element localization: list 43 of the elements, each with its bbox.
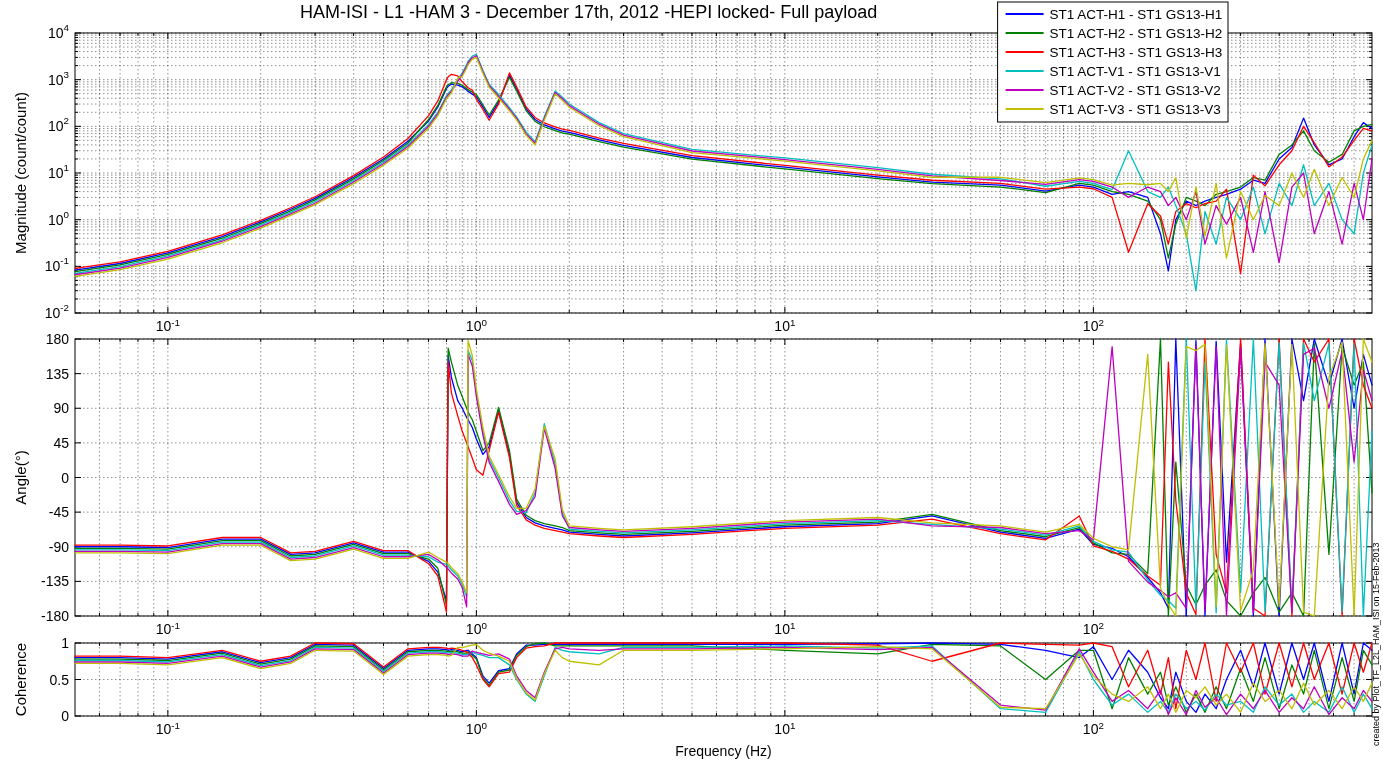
y-tick-label: 45: [53, 434, 70, 451]
y-tick-label: 10$^{1}$: [47, 162, 69, 181]
y-tick-label: 0: [61, 708, 70, 724]
y-tick-label: -45: [48, 504, 70, 521]
y-tick-label: 1: [61, 635, 70, 651]
x-tick-label: 10$^{2}$: [1082, 316, 1104, 334]
y-tick-label: 10$^{2}$: [47, 115, 69, 135]
y-tick-label: -90: [48, 538, 70, 555]
y-tick-label: 135: [45, 365, 70, 382]
x-tick-label: 10$^{-1}$: [155, 316, 181, 334]
x-tick-label: 10$^{1}$: [774, 619, 796, 637]
y-tick-label: 0: [61, 469, 70, 486]
x-tick-label: 10$^{2}$: [1082, 619, 1104, 637]
x-tick-label: 10$^{0}$: [465, 316, 488, 334]
y-tick-label: 10$^{-1}$: [44, 255, 69, 275]
y-tick-label: 0.5: [49, 671, 70, 688]
legend-label: ST1 ACT-H3 - ST1 GS13-H3: [1049, 44, 1223, 60]
y-axis-title: Coherence: [12, 642, 29, 717]
y-tick-label: 90: [53, 400, 70, 417]
x-tick-label: 10$^{0}$: [465, 719, 488, 737]
y-tick-label: 10$^{4}$: [47, 22, 70, 41]
y-tick-label: 10$^{3}$: [47, 68, 70, 88]
x-tick-label: 10$^{2}$: [1082, 719, 1104, 737]
legend-label: ST1 ACT-V1 - ST1 GS13-V1: [1049, 63, 1221, 79]
y-axis-title: Magnitude (count/count): [12, 92, 29, 254]
x-tick-label: 10$^{-1}$: [155, 719, 181, 737]
annotation: created by Plot_TF_L2L_HAM_ISI on 15-Feb-2013: [1371, 542, 1381, 746]
x-axis-title: Frequency (Hz): [675, 743, 772, 759]
chart-title: HAM-ISI - L1 -HAM 3 - December 17th, 2012 -HEPI locked- Full payload: [300, 2, 878, 22]
x-tick-label: 10$^{1}$: [774, 316, 796, 334]
y-tick-label: 10$^{0}$: [47, 208, 70, 228]
legend-label: ST1 ACT-V2 - ST1 GS13-V2: [1049, 82, 1221, 98]
y-tick-label: -180: [40, 608, 70, 624]
x-tick-label: 10$^{0}$: [465, 619, 488, 637]
y-tick-label: 180: [45, 331, 70, 347]
legend-label: ST1 ACT-H2 - ST1 GS13-H2: [1049, 25, 1223, 41]
x-tick-label: 10$^{1}$: [774, 719, 796, 737]
y-tick-label: 10$^{-2}$: [44, 302, 69, 321]
legend-label: ST1 ACT-H1 - ST1 GS13-H1: [1049, 6, 1223, 22]
x-tick-label: 10$^{-1}$: [155, 619, 181, 637]
legend-label: ST1 ACT-V3 - ST1 GS13-V3: [1049, 101, 1221, 117]
y-tick-label: -135: [40, 573, 70, 590]
y-axis-title: Angle(°): [12, 450, 29, 505]
